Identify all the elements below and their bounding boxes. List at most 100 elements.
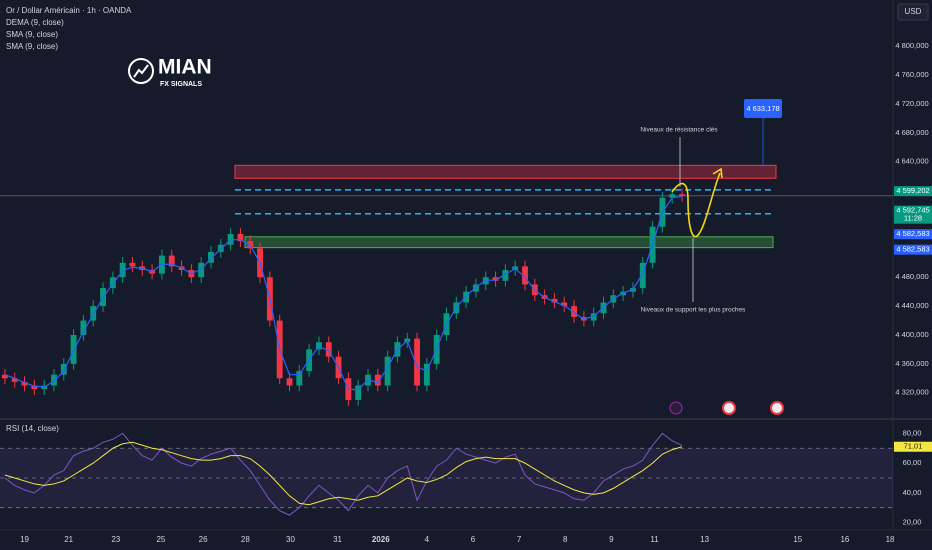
event-icon[interactable] [770,401,784,415]
y-tick-label: 40,00 [903,488,922,497]
event-icon[interactable] [669,401,683,415]
indicator-legend[interactable]: DEMA (9, close) [6,18,64,27]
y-tick-label: 4 480,000 [895,272,928,281]
x-tick-label: 25 [156,535,165,544]
projection-arrow [671,172,721,238]
y-tick-label: 4 400,000 [895,330,928,339]
price-tag-label: 4 582,583 [896,229,929,238]
x-tick-label: 13 [700,535,709,544]
x-tick-label: 6 [471,535,476,544]
candle-body [247,241,254,249]
candle-body [109,277,116,289]
candle-body [129,262,136,267]
price-tag-label: 4 582,583 [896,245,929,254]
candle-body [414,338,421,386]
candle-body [355,385,362,400]
logo-icon [133,64,149,78]
candle-body [198,262,205,278]
dema-line [4,195,683,391]
y-tick-label: 4 800,000 [895,41,928,50]
candle-body [208,251,214,263]
rsi-line [4,441,683,506]
candle-body [315,342,322,350]
candle-body [168,255,175,267]
x-tick-label: 2026 [372,535,390,544]
candle-body [551,298,558,303]
x-tick-label: 11 [650,535,659,544]
price-tag-label: 4 599,202 [896,186,929,195]
indicator-legend[interactable]: RSI (14, close) [6,424,59,433]
candle-body [679,194,685,196]
price-tag [894,441,932,452]
currency[interactable]: USD [905,7,922,16]
symbol-title: Or / Dollar Américain · 1h · OANDA [6,6,132,15]
y-tick-label: 4 760,000 [895,70,928,79]
x-tick-label: 7 [517,535,522,544]
candle-body [571,306,578,317]
currency-button[interactable] [897,3,929,21]
x-tick-label: 9 [609,535,614,544]
support-zone [244,236,774,249]
candle-body [502,270,509,281]
candle-body [11,378,18,382]
price-countdown: 11:28 [904,214,922,223]
candle-body [590,313,597,321]
logo-name: MIAN [158,56,212,79]
target-tag [744,99,782,118]
candle-body [384,356,391,386]
indicator-legend[interactable]: SMA (9, close) [6,42,58,51]
resistance-zone [234,164,777,179]
candle-body [561,302,568,307]
candle-body [237,233,244,242]
candle-body [325,342,332,357]
y-tick-label: 4 640,000 [895,157,928,166]
y-tick-label: 4 680,000 [895,128,928,137]
annotation-box [634,122,724,137]
rsi-band [0,448,893,508]
candle-body [51,374,57,386]
event-icon[interactable] [722,401,736,415]
x-tick-label: 21 [64,535,73,544]
y-tick-label: 4 320,000 [895,388,928,397]
candle-body [639,262,646,289]
logo: MIAN FX SIGNALS [128,56,212,88]
target-label: 4 633,178 [746,104,779,113]
x-tick-label: 8 [563,535,568,544]
x-tick-label: 16 [840,535,849,544]
price-tag [894,186,932,197]
price-tag [894,229,932,240]
price-tag-label: 4 592,745 [896,206,929,215]
annotation: Niveaux de résistance clés [640,127,718,134]
x-tick-label: 18 [886,535,895,544]
x-tick-label: 4 [425,535,430,544]
x-tick-label: 30 [286,535,295,544]
x-tick-label: 19 [20,535,29,544]
candle-body [31,385,38,390]
y-tick-label: 60,00 [903,458,922,467]
candle-body [1,374,8,379]
candle-body [286,378,293,386]
candle-body [522,266,528,285]
candle-body [80,320,87,335]
candle-body [60,363,67,375]
x-tick-label: 28 [241,535,250,544]
x-tick-label: 15 [793,535,802,544]
price-tag [894,205,932,224]
x-tick-label: 23 [111,535,120,544]
indicator-legend[interactable]: SMA (9, close) [6,30,58,39]
candle-body [296,371,303,386]
candle-body [90,306,97,321]
annotation-box [630,302,756,317]
x-tick-label: 31 [333,535,342,544]
y-tick-label: 20,00 [903,518,922,527]
y-tick-label: 4 720,000 [895,99,928,108]
y-tick-label: 4 360,000 [895,359,928,368]
candle-body [669,194,676,198]
y-tick-label: 4 440,000 [895,301,928,310]
candle-body [492,277,499,281]
event-icons [669,401,784,415]
candle-body [70,334,77,364]
logo-icon [128,58,154,84]
